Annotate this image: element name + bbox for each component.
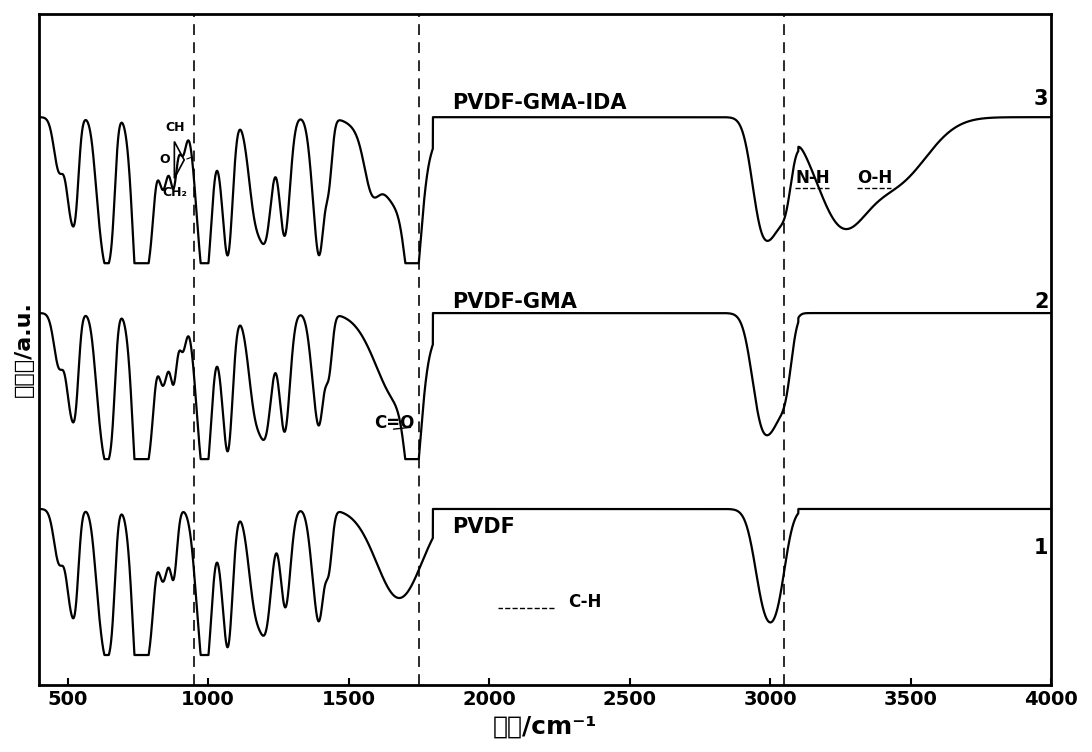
Text: C=O: C=O <box>373 414 414 432</box>
Y-axis label: 吸光度/a.u.: 吸光度/a.u. <box>14 302 34 397</box>
Text: PVDF-GMA: PVDF-GMA <box>452 293 578 312</box>
Text: CH₂: CH₂ <box>163 186 188 199</box>
Text: O: O <box>159 153 170 166</box>
Text: CH: CH <box>165 121 185 134</box>
Text: N-H: N-H <box>795 168 830 186</box>
Text: PVDF: PVDF <box>452 517 515 537</box>
Text: 1: 1 <box>1034 538 1048 558</box>
Text: PVDF-GMA-IDA: PVDF-GMA-IDA <box>452 93 627 113</box>
X-axis label: 波数/cm⁻¹: 波数/cm⁻¹ <box>494 714 597 738</box>
Text: C-H: C-H <box>568 593 602 611</box>
Text: 3: 3 <box>1034 89 1048 109</box>
Text: O-H: O-H <box>857 168 892 186</box>
Text: 2: 2 <box>1034 293 1048 312</box>
